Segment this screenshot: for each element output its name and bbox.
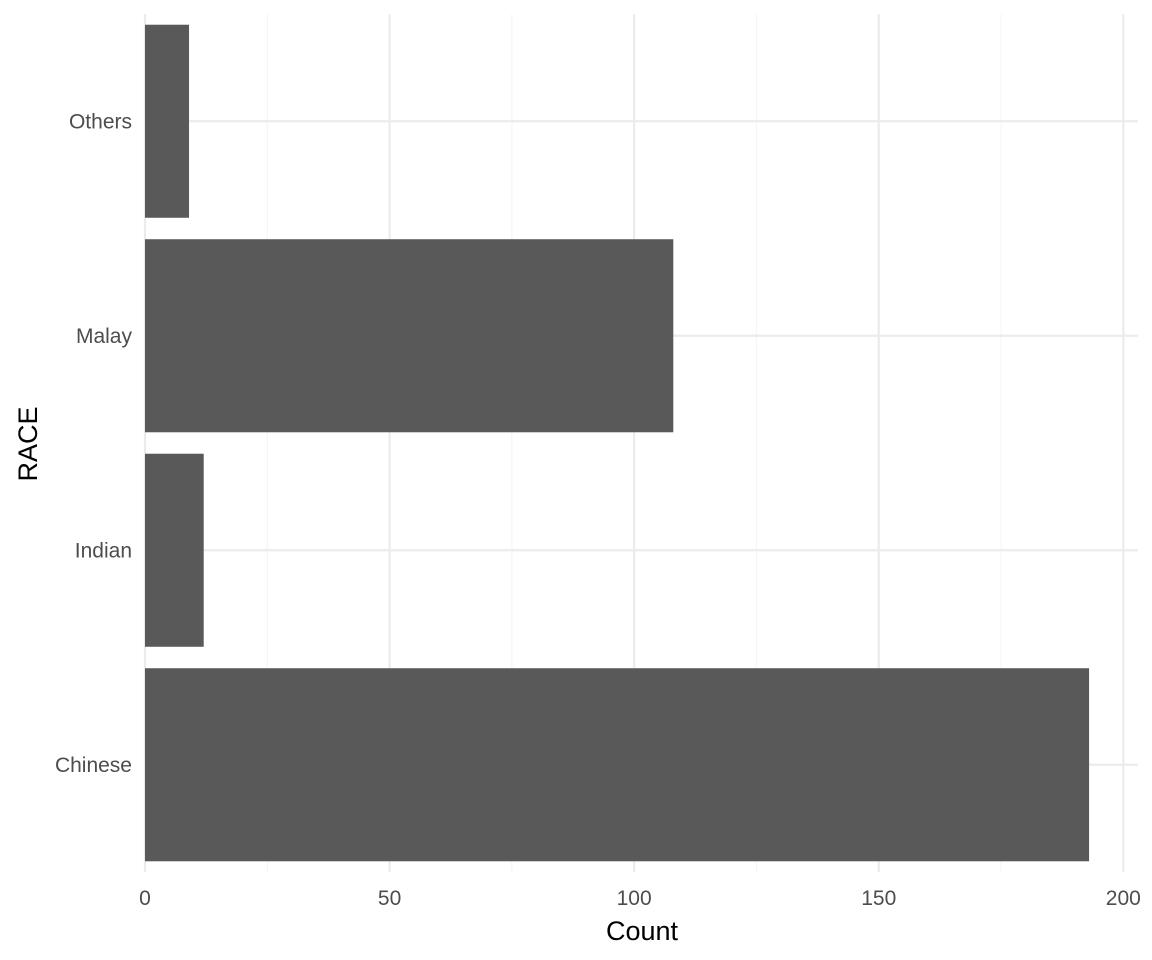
x-tick-label: 50 bbox=[378, 887, 401, 910]
y-tick-label: Indian bbox=[75, 539, 132, 562]
bar-chinese bbox=[145, 668, 1090, 862]
bar-indian bbox=[145, 453, 204, 647]
bar-malay bbox=[145, 239, 674, 433]
x-tick-label: 100 bbox=[617, 887, 652, 910]
x-tick-label: 0 bbox=[139, 887, 151, 910]
y-axis-title: RACE bbox=[13, 406, 43, 481]
y-tick-labels: Chinese Indian Malay Others bbox=[55, 110, 133, 777]
x-tick-labels: 0 50 100 150 200 bbox=[139, 887, 1141, 910]
bar-others bbox=[145, 24, 190, 218]
y-tick-label: Malay bbox=[76, 325, 133, 348]
x-axis-title: Count bbox=[606, 916, 679, 946]
x-tick-label: 200 bbox=[1106, 887, 1141, 910]
y-tick-label: Others bbox=[69, 110, 132, 133]
bar-layer bbox=[145, 24, 1090, 862]
x-tick-label: 150 bbox=[861, 887, 896, 910]
y-tick-label: Chinese bbox=[55, 754, 132, 777]
